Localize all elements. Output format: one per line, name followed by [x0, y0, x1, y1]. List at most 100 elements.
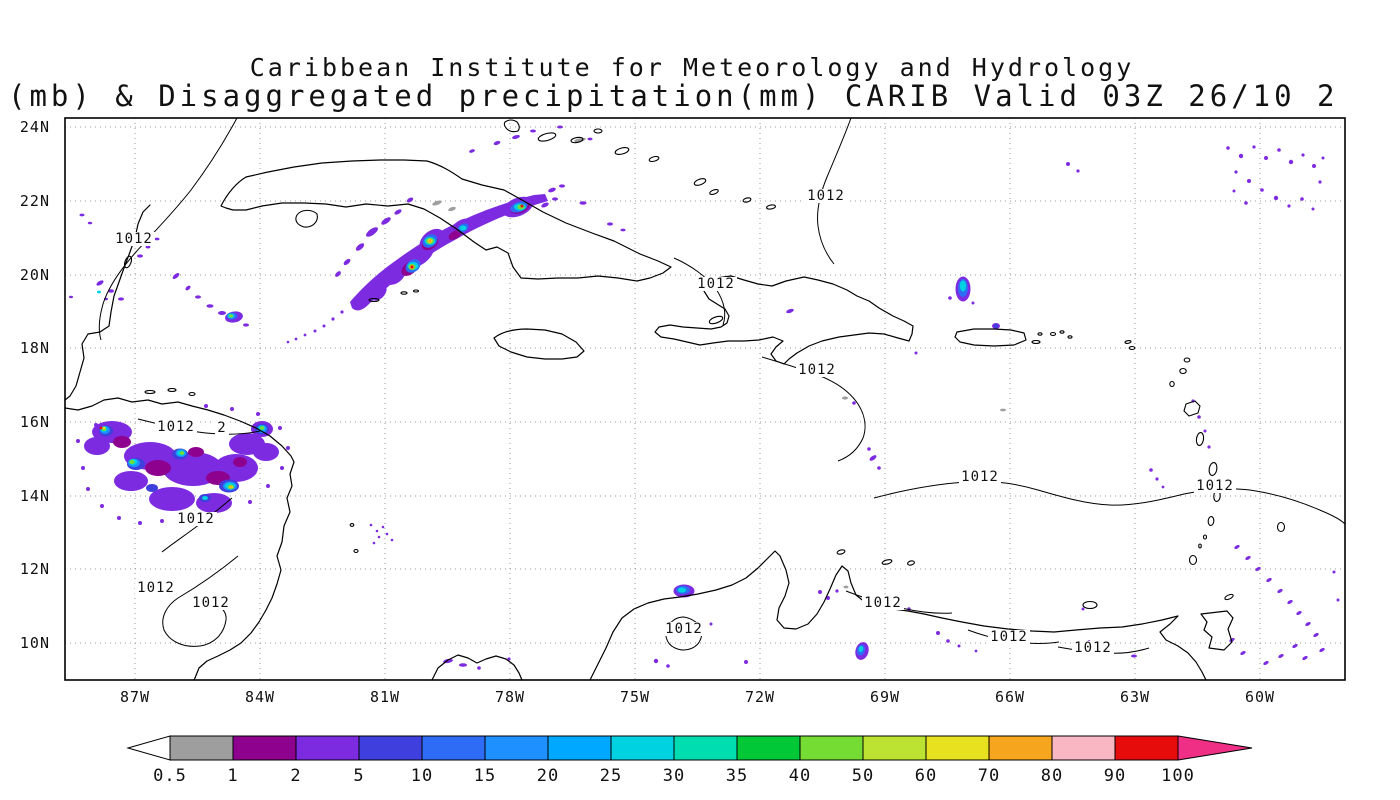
map-grid — [65, 118, 1345, 680]
colorbar-segment — [610, 735, 675, 761]
isobar-1012-contour-west-caribbean — [161, 497, 233, 553]
isobar-label-partial: 2 — [215, 420, 229, 436]
isobar-label-text: 1012 — [961, 469, 999, 485]
colorbar-tick-label: 90 — [1104, 766, 1126, 786]
precip-speckles-hispaniola — [786, 308, 1006, 470]
precip-speckles-lesser-antilles — [1149, 399, 1211, 489]
colorbar-tick-label: 20 — [537, 766, 559, 786]
colorbar-segment — [547, 735, 612, 761]
lat-label-22n: 22N — [20, 192, 50, 210]
colorbar-tick-label: 35 — [726, 766, 748, 786]
colorbar-tick-label: 60 — [915, 766, 937, 786]
colorbar-tick-label: 10 — [411, 766, 433, 786]
lon-label-63w: 63W — [1120, 688, 1150, 706]
colorbar-tick-label: 70 — [978, 766, 1000, 786]
colorbar: 0.5 1 2 5 10 15 20 25 30 35 40 50 60 70 … — [126, 735, 1253, 786]
lon-label-69w: 69W — [870, 688, 900, 706]
isobar-label-text: 2 — [217, 420, 226, 436]
isobar-label: 1012 — [175, 511, 217, 527]
colorbar-segment — [1114, 735, 1179, 761]
isobar-label-text: 1012 — [990, 629, 1028, 645]
lat-label-14n: 14N — [20, 487, 50, 505]
lon-label-84w: 84W — [245, 688, 275, 706]
colorbar-segment — [736, 735, 801, 761]
isobar-1012-contour-nw — [98, 117, 238, 341]
isobar-label: 1012 — [805, 188, 847, 204]
isobar-label-text: 1012 — [157, 419, 195, 435]
isobar-label-text: 1012 — [137, 580, 175, 596]
colorbar-segment — [673, 735, 738, 761]
title-block: Caribbean Institute for Meteorology and … — [8, 53, 1339, 113]
isobar-label: 1012 — [796, 362, 838, 378]
colorbar-tick-labels: 0.5 1 2 5 10 15 20 25 30 35 40 50 60 70 … — [153, 766, 1194, 786]
isobar-label: 1012 — [113, 231, 155, 247]
coastline-bahamas — [503, 119, 776, 210]
isobar-label: 1012 — [1072, 640, 1114, 656]
isobar-label: 1012 — [862, 595, 904, 611]
isobar-label: 1012 — [988, 629, 1030, 645]
isobar-1012-contour-east-west — [873, 480, 1346, 525]
isobar-label: 1012 — [1194, 478, 1236, 494]
precip-cluster-central-america — [76, 404, 290, 525]
colorbar-tick-label: 50 — [852, 766, 874, 786]
colorbar-tick-label: 2 — [290, 766, 301, 786]
colorbar-segment — [484, 735, 549, 761]
isobar-label-text: 1012 — [665, 621, 703, 637]
isobar-label: 1012 — [190, 595, 232, 611]
precipitation-shading — [69, 125, 1340, 670]
colorbar-segment — [988, 735, 1053, 761]
lon-label-78w: 78W — [495, 688, 525, 706]
colorbar-tick-label: 80 — [1041, 766, 1063, 786]
isobar-label-text: 1012 — [864, 595, 902, 611]
isobar-label-text: 1012 — [1196, 478, 1234, 494]
precip-cell-caribbean-south-central — [369, 523, 748, 670]
colorbar-segment — [169, 735, 234, 761]
coastlines — [64, 119, 1286, 681]
coastline-lesser-antilles — [1124, 340, 1286, 566]
colorbar-tick-label: 0.5 — [153, 766, 187, 786]
colorbar-segment — [799, 735, 864, 761]
lat-label-10n: 10N — [20, 634, 50, 652]
plot-subtitle: (mb) & Disaggregated precipitation(mm) C… — [8, 79, 1339, 113]
lon-label-66w: 66W — [995, 688, 1025, 706]
colorbar-tick-label: 15 — [474, 766, 496, 786]
colorbar-tick-label: 5 — [353, 766, 364, 786]
precip-speckles-yucatan — [69, 213, 249, 327]
lat-label-24n: 24N — [20, 118, 50, 136]
lon-label-87w: 87W — [120, 688, 150, 706]
lon-label-75w: 75W — [620, 688, 650, 706]
coastline-cuba — [220, 159, 672, 303]
isobar-contours — [98, 117, 1346, 654]
isobar-label-text: 1012 — [697, 276, 735, 292]
lon-label-72w: 72W — [745, 688, 775, 706]
colorbar-tick-label: 40 — [789, 766, 811, 786]
isobar-label-text: 1012 — [192, 595, 230, 611]
coastline-trinidad-tobago — [1200, 593, 1234, 651]
colorbar-right-arrow — [1177, 735, 1253, 761]
longitude-axis-labels: 87W 84W 81W 78W 75W 72W 69W 66W 63W 60W — [120, 688, 1274, 706]
colorbar-segment — [925, 735, 990, 761]
isobar-label-text: 1012 — [115, 231, 153, 247]
colorbar-segment — [1051, 735, 1116, 761]
precip-speckles-southeast — [1229, 544, 1340, 666]
colorbar-segment — [295, 735, 360, 761]
lon-label-81w: 81W — [370, 688, 400, 706]
colorbar-tick-label: 25 — [600, 766, 622, 786]
lat-label-18n: 18N — [20, 339, 50, 357]
coastline-puerto-rico — [954, 328, 1073, 347]
isobar-label-text: 1012 — [798, 362, 836, 378]
isobar-label: 1012 — [135, 580, 177, 596]
precip-cell-north-of-puerto-rico — [948, 276, 1000, 329]
isobar-labels: 1012 1012 1012 1012 1012 2 1012 1012 101… — [113, 188, 1236, 656]
colorbar-segment — [421, 735, 486, 761]
plot-title: Caribbean Institute for Meteorology and … — [250, 53, 1135, 82]
map-frame — [64, 117, 1346, 681]
isobar-label: 1012 — [663, 621, 705, 637]
colorbar-segment — [232, 735, 297, 761]
lat-label-20n: 20N — [20, 266, 50, 284]
latitude-axis-labels: 24N 22N 20N 18N 16N 14N 12N 10N — [20, 118, 50, 652]
colorbar-tick-label: 30 — [663, 766, 685, 786]
lat-label-12n: 12N — [20, 560, 50, 578]
precip-speckles-bahamas — [469, 125, 593, 208]
